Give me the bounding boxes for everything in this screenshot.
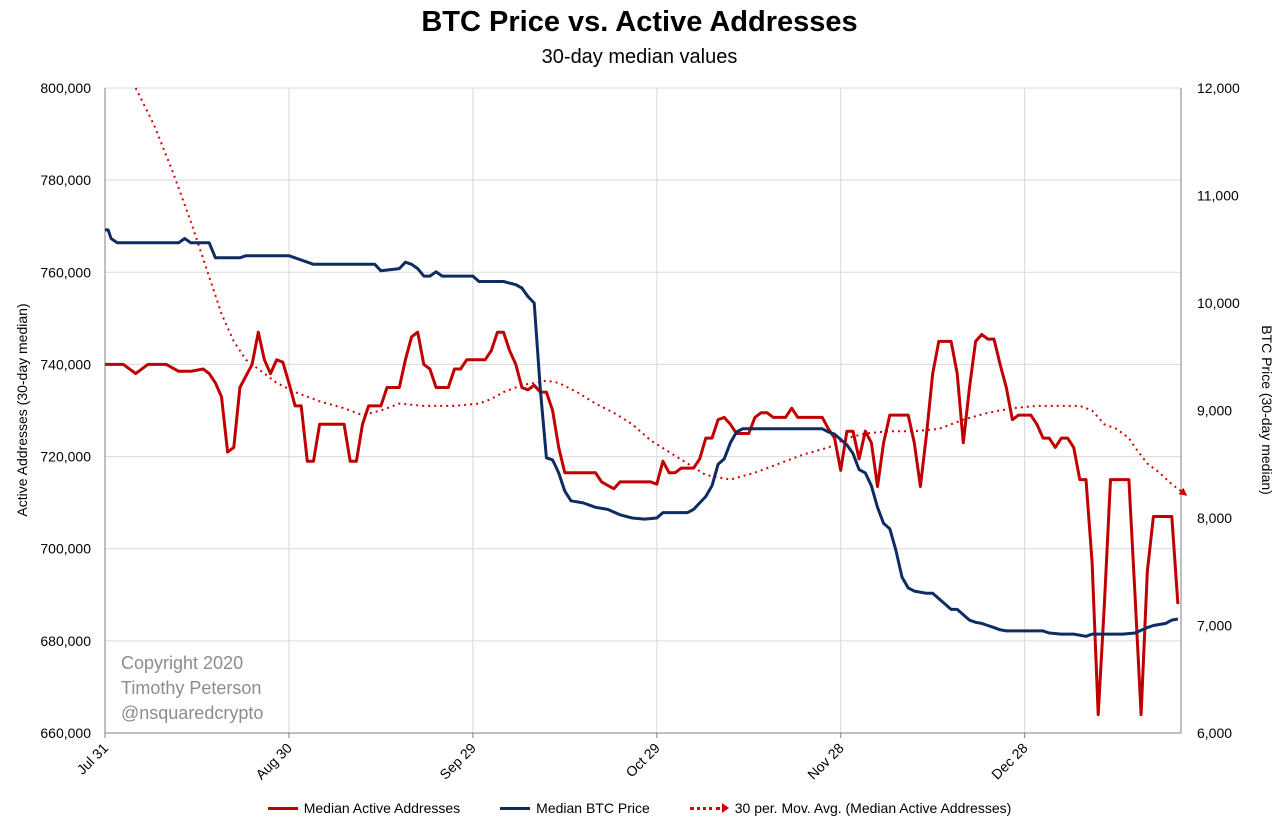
legend-label: Median Active Addresses	[303, 800, 461, 816]
legend-swatch-navy	[500, 806, 531, 810]
arrow-icon	[721, 803, 729, 813]
y-tick-label: 680,000	[40, 633, 91, 649]
y-tick-label: 760,000	[40, 264, 91, 280]
y2-tick-label: 9,000	[1197, 403, 1232, 419]
legend-swatch-red	[267, 806, 298, 810]
y-tick-label: 780,000	[40, 172, 91, 188]
series-layer	[105, 87, 1188, 717]
x-tick-label: Sep 29	[436, 740, 479, 783]
y-tick-label: 740,000	[40, 356, 91, 372]
y-tick-label: 660,000	[40, 725, 91, 741]
x-tick-label: Nov 28	[804, 740, 847, 783]
legend-item-moving-average: 30 per. Mov. Avg. (Median Active Address…	[689, 800, 1012, 816]
series-line-active-addresses	[105, 330, 1180, 717]
legend-label: Median BTC Price	[536, 800, 650, 816]
y-tick-label: 800,000	[40, 80, 91, 96]
series-line-moving-average	[134, 87, 1188, 496]
y2-tick-label: 6,000	[1197, 725, 1232, 741]
x-tick-label: Oct 29	[622, 740, 663, 781]
y2-tick-label: 7,000	[1197, 618, 1232, 634]
y2-tick-label: 10,000	[1197, 295, 1240, 311]
watermark-line-3: @nsquaredcrypto	[121, 703, 263, 723]
watermark-line-2: Timothy Peterson	[121, 678, 261, 698]
watermark: Copyright 2020 Timothy Peterson @nsquare…	[121, 653, 263, 723]
y2-axis-title: BTC Price (30-day median)	[1259, 325, 1275, 495]
legend-item-active-addresses: Median Active Addresses	[267, 800, 461, 816]
y-axis-title: Active Addresses (30-day median)	[14, 303, 30, 516]
series-line-btc-price	[105, 228, 1179, 638]
y2-tick-label: 8,000	[1197, 510, 1232, 526]
legend-label: 30 per. Mov. Avg. (Median Active Address…	[734, 800, 1012, 816]
y2-tick-label: 12,000	[1197, 80, 1240, 96]
x-tick-label: Jul 31	[73, 740, 111, 778]
legend: Median Active Addresses Median BTC Price…	[0, 800, 1279, 816]
chart-title: BTC Price vs. Active Addresses	[421, 6, 858, 38]
y-tick-label: 720,000	[40, 449, 91, 465]
chart-subtitle: 30-day median values	[541, 46, 738, 68]
x-tick-label: Aug 30	[252, 740, 295, 783]
y2-tick-label: 11,000	[1197, 188, 1239, 204]
grid	[104, 87, 1181, 734]
watermark-line-1: Copyright 2020	[121, 653, 243, 673]
x-tick-label: Dec 28	[988, 740, 1031, 783]
legend-swatch-dotted	[689, 806, 720, 810]
y-tick-label: 700,000	[40, 541, 91, 557]
legend-item-btc-price: Median BTC Price	[500, 800, 650, 816]
